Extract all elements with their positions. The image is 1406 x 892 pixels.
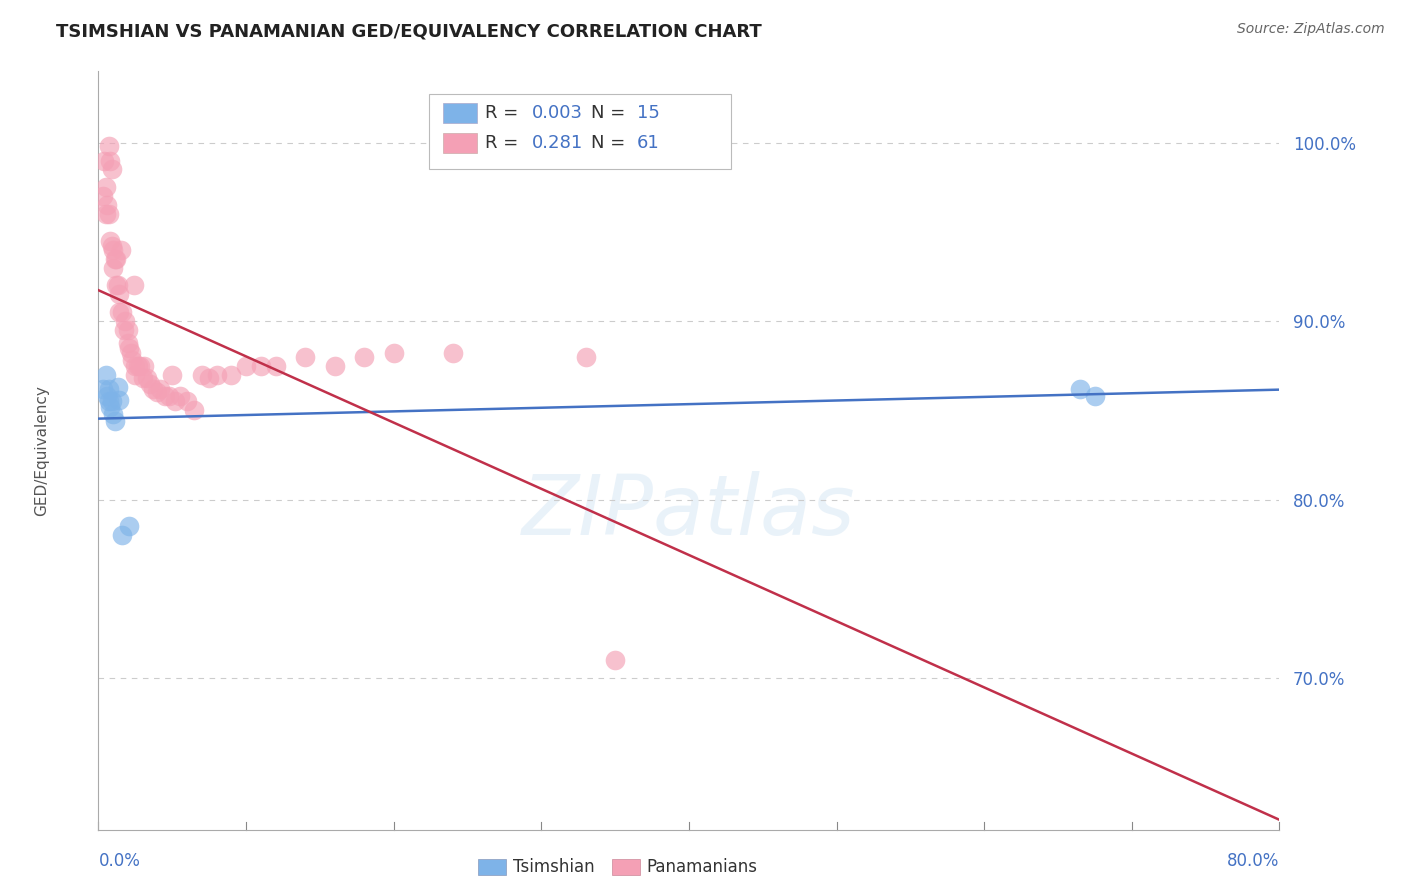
Point (1084, 389, 1107, 403)
Point (100, 394, 122, 409)
Point (108, 392, 131, 407)
Point (165, 394, 187, 409)
Point (157, 389, 180, 403)
Point (98, 234, 121, 248)
Point (108, 305, 131, 319)
Point (134, 359, 156, 373)
Point (94, 180, 117, 194)
Text: TSIMSHIAN VS PANAMANIAN GED/EQUIVALENCY CORRELATION CHART: TSIMSHIAN VS PANAMANIAN GED/EQUIVALENCY … (56, 22, 762, 40)
Text: N =: N = (591, 104, 630, 122)
Point (127, 359, 149, 373)
Point (149, 382, 172, 396)
Text: 0.281: 0.281 (531, 134, 582, 152)
Point (162, 368, 183, 382)
Point (114, 314, 136, 328)
Text: 0.003: 0.003 (531, 104, 582, 122)
Text: 80.0%: 80.0% (1227, 853, 1279, 871)
Point (142, 382, 165, 396)
Point (117, 335, 139, 350)
Point (169, 389, 191, 403)
Point (105, 278, 128, 293)
Text: R =: R = (485, 104, 524, 122)
Point (96, 198, 118, 212)
Text: N =: N = (591, 134, 630, 152)
Point (98, 400, 121, 414)
Text: Source: ZipAtlas.com: Source: ZipAtlas.com (1237, 22, 1385, 37)
Text: 0.0%: 0.0% (98, 853, 141, 871)
Point (221, 368, 243, 382)
Point (191, 368, 214, 382)
Point (100, 162, 122, 177)
Point (323, 359, 346, 373)
Point (104, 252, 127, 266)
Point (128, 359, 150, 373)
Point (118, 341, 141, 355)
Point (146, 385, 169, 400)
Point (117, 323, 139, 337)
Point (103, 407, 125, 421)
Point (235, 359, 257, 373)
Point (124, 359, 146, 373)
Point (605, 653, 627, 667)
Text: R =: R = (485, 134, 524, 152)
Point (353, 350, 375, 364)
Point (575, 350, 598, 364)
Point (97, 382, 120, 396)
Point (382, 346, 405, 360)
Point (183, 403, 205, 417)
Point (107, 278, 129, 293)
Point (103, 260, 125, 275)
Point (1069, 382, 1091, 396)
Point (153, 389, 176, 403)
Point (108, 287, 131, 301)
Point (111, 528, 134, 542)
Point (100, 239, 122, 253)
Point (94, 207, 117, 221)
Point (97, 207, 120, 221)
Point (94, 368, 117, 382)
Point (96, 389, 118, 403)
Point (110, 243, 132, 257)
Text: ZIPatlas: ZIPatlas (522, 471, 856, 551)
Point (176, 394, 198, 409)
Point (121, 353, 143, 368)
Point (91, 189, 114, 203)
Point (120, 346, 142, 360)
Point (104, 414, 127, 428)
Point (139, 376, 162, 391)
Point (205, 368, 228, 382)
Point (441, 346, 464, 360)
Point (294, 350, 316, 364)
Point (264, 359, 287, 373)
Point (93, 153, 115, 168)
Point (136, 371, 159, 385)
Point (107, 380, 129, 394)
Point (250, 359, 273, 373)
Text: GED/Equivalency: GED/Equivalency (34, 385, 49, 516)
Point (103, 243, 125, 257)
Point (111, 305, 134, 319)
Point (132, 371, 155, 385)
Point (198, 371, 221, 385)
Point (122, 278, 145, 293)
Point (105, 252, 128, 266)
Point (124, 368, 146, 382)
Text: Panamanians: Panamanians (647, 858, 758, 876)
Point (97, 139, 120, 153)
Text: 15: 15 (637, 104, 659, 122)
Point (98, 153, 121, 168)
Text: 61: 61 (637, 134, 659, 152)
Point (118, 519, 141, 533)
Text: Tsimshian: Tsimshian (513, 858, 595, 876)
Point (97, 394, 120, 409)
Point (91, 382, 114, 396)
Point (112, 323, 135, 337)
